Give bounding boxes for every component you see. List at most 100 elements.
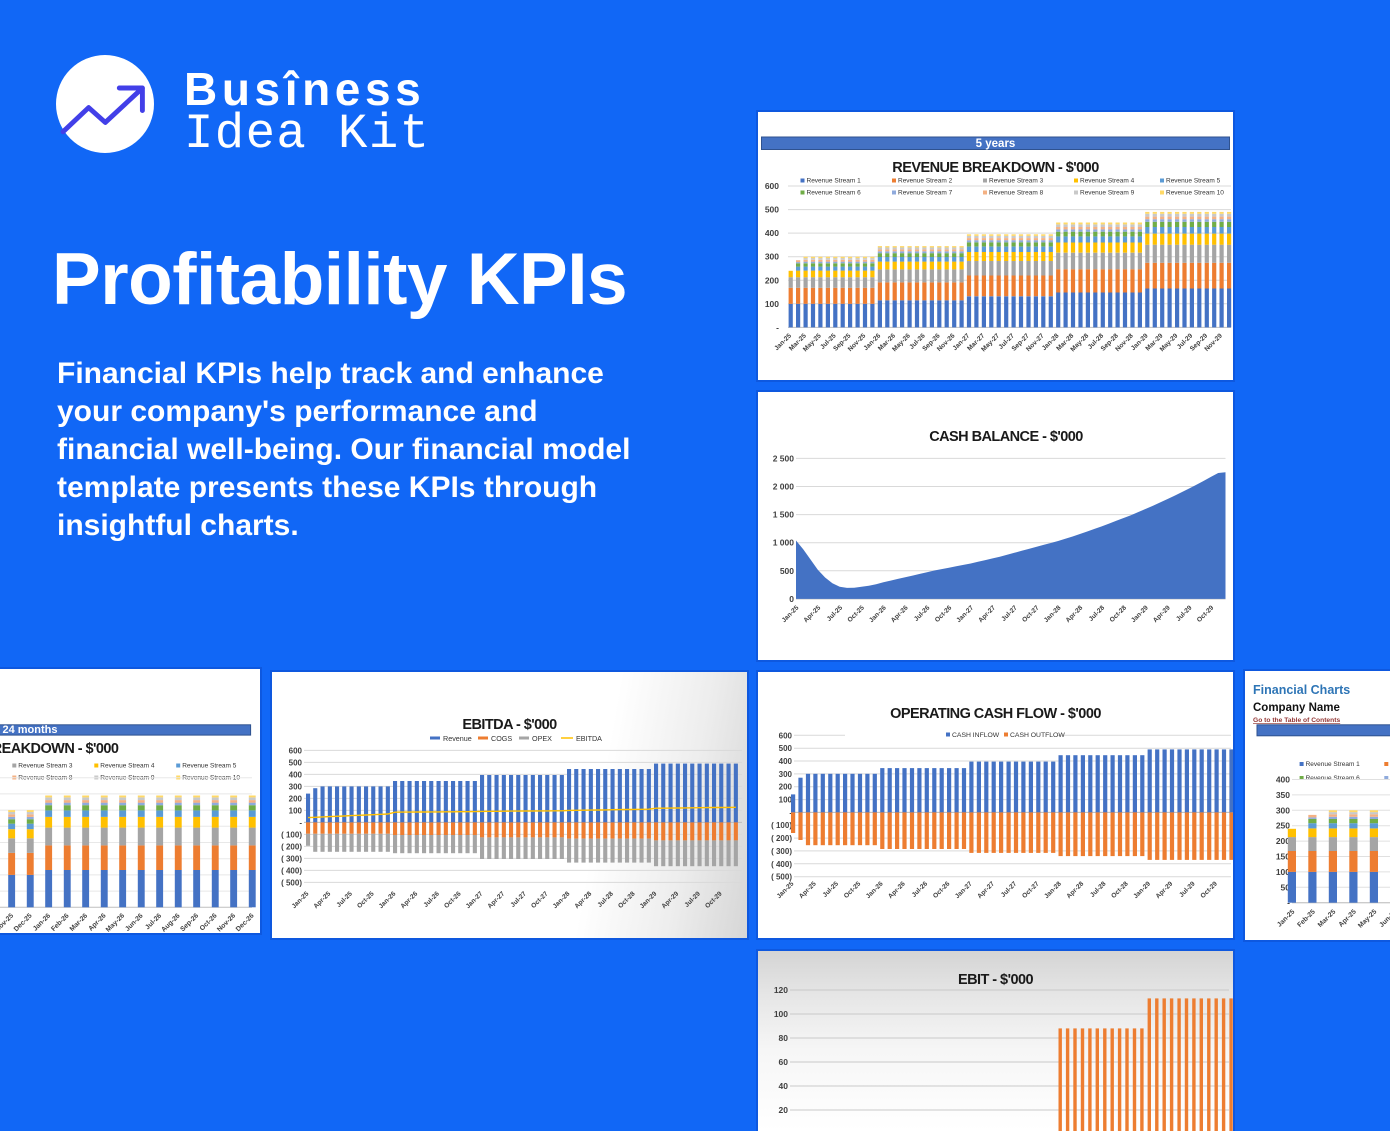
svg-text:Aug-26: Aug-26 — [160, 912, 181, 933]
svg-text:EBITDA - $'000: EBITDA - $'000 — [462, 717, 557, 733]
svg-text:Jul-26: Jul-26 — [422, 890, 441, 909]
svg-text:Oct-29: Oct-29 — [704, 890, 724, 910]
svg-text:Jul-29: Jul-29 — [1175, 604, 1194, 623]
svg-text:CASH INFLOW: CASH INFLOW — [952, 732, 1000, 739]
svg-text:300: 300 — [289, 782, 303, 791]
svg-text:Jan-26: Jan-26 — [32, 912, 52, 932]
svg-text:500: 500 — [765, 205, 779, 215]
svg-text:Mar-25: Mar-25 — [1317, 908, 1338, 929]
svg-text:Revenue Stream 5: Revenue Stream 5 — [1166, 178, 1221, 185]
svg-text:Jul-28: Jul-28 — [1088, 604, 1107, 623]
svg-text:Jul-27: Jul-27 — [1000, 880, 1019, 899]
svg-text:60: 60 — [779, 1057, 789, 1067]
svg-text:Jan-26: Jan-26 — [378, 890, 398, 910]
svg-text:Revenue Stream 3: Revenue Stream 3 — [989, 178, 1044, 185]
svg-text:Revenue Stream 6: Revenue Stream 6 — [1306, 775, 1361, 782]
svg-text:Jan-29: Jan-29 — [1130, 604, 1150, 624]
svg-text:Jan-27: Jan-27 — [954, 880, 974, 900]
svg-text:Oct-26: Oct-26 — [934, 604, 954, 624]
svg-text:Jan-26: Jan-26 — [865, 880, 885, 900]
svg-text:500: 500 — [780, 566, 794, 576]
svg-text:80: 80 — [779, 1033, 789, 1043]
svg-text:Jan-25: Jan-25 — [781, 604, 801, 624]
svg-text:Jul-28: Jul-28 — [596, 890, 615, 909]
svg-text:300: 300 — [1276, 805, 1290, 815]
svg-text:CASH BALANCE - $'000: CASH BALANCE - $'000 — [929, 429, 1083, 445]
svg-text:Feb-26: Feb-26 — [50, 912, 71, 933]
svg-text:Revenue Stream 1: Revenue Stream 1 — [807, 178, 862, 185]
svg-text:Apr-28: Apr-28 — [1065, 880, 1085, 900]
svg-text:200: 200 — [765, 275, 779, 285]
svg-text:Jun-25: Jun-25 — [1378, 908, 1390, 929]
svg-text:Oct-25: Oct-25 — [356, 890, 376, 910]
svg-text:600: 600 — [779, 731, 793, 740]
svg-text:Jan-29: Jan-29 — [639, 890, 659, 910]
svg-text:Revenue Stream 6: Revenue Stream 6 — [807, 190, 862, 197]
svg-text:Revenue Stream 2: Revenue Stream 2 — [898, 178, 953, 185]
svg-text:EBITDA: EBITDA — [576, 734, 602, 743]
svg-text:OPERATING CASH FLOW - $'000: OPERATING CASH FLOW - $'000 — [890, 706, 1101, 722]
svg-text:Jul-29: Jul-29 — [1178, 880, 1197, 899]
svg-text:Apr-26: Apr-26 — [890, 604, 910, 624]
svg-text:Apr-29: Apr-29 — [660, 890, 680, 910]
svg-text:300: 300 — [779, 770, 793, 779]
svg-text:500: 500 — [289, 758, 303, 767]
svg-text:Dec-26: Dec-26 — [235, 912, 256, 933]
svg-text:Apr-25: Apr-25 — [1338, 908, 1358, 928]
svg-text:Nov-25: Nov-25 — [0, 912, 15, 933]
svg-text:Apr-25: Apr-25 — [802, 604, 822, 624]
svg-text:Oct-28: Oct-28 — [1109, 604, 1129, 624]
svg-text:20: 20 — [779, 1105, 789, 1115]
svg-text:Revenue Stream 4: Revenue Stream 4 — [100, 763, 155, 770]
svg-text:CASH OUTFLOW: CASH OUTFLOW — [1010, 732, 1065, 739]
svg-text:100: 100 — [1276, 867, 1290, 877]
svg-text:1 000: 1 000 — [773, 538, 795, 548]
svg-text:100: 100 — [774, 1009, 788, 1019]
svg-text:( 400): ( 400) — [281, 866, 302, 875]
svg-text:0: 0 — [789, 594, 794, 604]
svg-text:Jul-27: Jul-27 — [1000, 604, 1019, 623]
svg-text:Revenue Stream 7: Revenue Stream 7 — [898, 190, 953, 197]
svg-text:Apr-26: Apr-26 — [887, 880, 907, 900]
svg-text:-: - — [789, 808, 792, 817]
svg-text:1 500: 1 500 — [773, 510, 795, 520]
svg-text:Mar-26: Mar-26 — [69, 912, 90, 933]
svg-text:50: 50 — [1281, 882, 1291, 892]
svg-text:Jul-26: Jul-26 — [911, 880, 930, 899]
svg-text:Financial Charts: Financial Charts — [1253, 683, 1350, 697]
svg-text:Oct-27: Oct-27 — [530, 890, 550, 910]
svg-text:( 200): ( 200) — [771, 834, 792, 843]
svg-text:Revenue Stream 9: Revenue Stream 9 — [1080, 190, 1135, 197]
svg-text:-: - — [776, 322, 779, 332]
svg-text:100: 100 — [289, 806, 303, 815]
svg-text:100: 100 — [765, 299, 779, 309]
svg-text:( 100): ( 100) — [771, 821, 792, 830]
svg-text:Jan-29: Jan-29 — [1132, 880, 1152, 900]
svg-text:Apr-28: Apr-28 — [573, 890, 593, 910]
svg-text:200: 200 — [289, 794, 303, 803]
svg-text:2 500: 2 500 — [773, 453, 795, 463]
svg-text:( 200): ( 200) — [281, 842, 302, 851]
svg-text:Dec-25: Dec-25 — [13, 912, 34, 933]
svg-text:( 300): ( 300) — [771, 847, 792, 856]
svg-text:-: - — [299, 818, 302, 827]
svg-text:400: 400 — [1276, 775, 1290, 785]
svg-text:400: 400 — [779, 757, 793, 766]
svg-text:300: 300 — [765, 252, 779, 262]
svg-text:200: 200 — [779, 783, 793, 792]
svg-text:Oct-27: Oct-27 — [1021, 604, 1041, 624]
svg-text:Revenue Stream 5: Revenue Stream 5 — [182, 763, 237, 770]
svg-text:Oct-28: Oct-28 — [617, 890, 637, 910]
svg-text:350: 350 — [1276, 790, 1290, 800]
svg-text:Jun-26: Jun-26 — [124, 912, 145, 933]
svg-text:Revenue Stream 10: Revenue Stream 10 — [1166, 190, 1224, 197]
svg-text:Oct-27: Oct-27 — [1021, 880, 1041, 900]
svg-text:Revenue Stream 1: Revenue Stream 1 — [1306, 761, 1361, 768]
svg-text:Revenue Stream 4: Revenue Stream 4 — [1080, 178, 1135, 185]
svg-text:( 100): ( 100) — [281, 830, 302, 839]
svg-text:Jan-26: Jan-26 — [868, 604, 888, 624]
svg-text:Jan-28: Jan-28 — [552, 890, 572, 910]
svg-text:24 months: 24 months — [2, 724, 57, 736]
svg-text:5 years: 5 years — [976, 138, 1016, 150]
svg-text:Jan-28: Jan-28 — [1043, 604, 1063, 624]
